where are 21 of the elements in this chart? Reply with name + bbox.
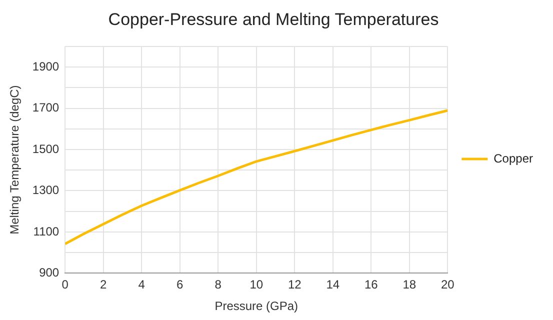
x-tick-label: 10 xyxy=(250,278,264,292)
chart-title: Copper-Pressure and Melting Temperatures xyxy=(108,10,439,29)
x-tick-label: 4 xyxy=(138,278,146,292)
y-tick-label: 1100 xyxy=(33,224,60,238)
x-axis-title: Pressure (GPa) xyxy=(214,299,298,314)
y-tick-label: 1300 xyxy=(32,183,60,198)
y-tick-label: 1900 xyxy=(32,59,60,74)
x-tick-label: 12 xyxy=(288,278,302,292)
y-tick-label: 1700 xyxy=(32,100,60,115)
x-tick-label: 0 xyxy=(62,278,69,292)
x-tick-label: 8 xyxy=(214,278,222,292)
x-tick-label: 16 xyxy=(364,278,378,292)
x-tick-label: 18 xyxy=(402,278,416,292)
legend-label: Copper xyxy=(494,151,534,166)
x-tick-label: 6 xyxy=(176,278,184,292)
y-axis-title: Melting Temperature (degC) xyxy=(8,85,22,234)
y-tick-label: 900 xyxy=(39,266,60,280)
x-tick-label: 14 xyxy=(326,278,340,292)
x-tick-label: 20 xyxy=(440,278,455,292)
y-tick-label: 1500 xyxy=(32,142,60,156)
x-tick-label: 2 xyxy=(100,278,108,292)
